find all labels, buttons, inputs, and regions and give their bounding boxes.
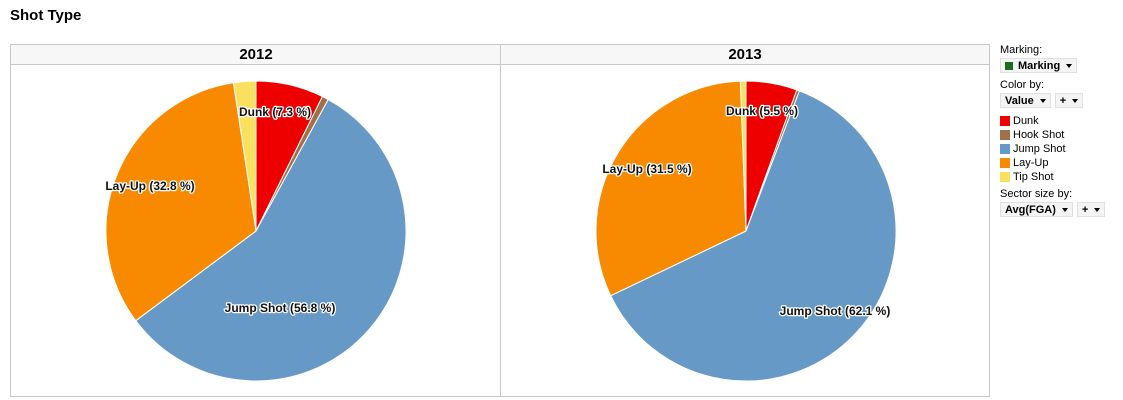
color-legend: Dunk Hook Shot Jump Shot Lay-Up Tip Shot [1000, 114, 1118, 184]
sector-size-value: Avg(FGA) [1005, 203, 1056, 216]
slice-label-2013-jump-shot: Jump Shot (62.1 %) [780, 304, 891, 318]
pie-slice-2012-lay-up[interactable] [105, 82, 257, 322]
color-by-value: Value [1005, 94, 1034, 107]
legend-item-tip-shot[interactable]: Tip Shot [1000, 170, 1118, 184]
color-by-add-dropdown[interactable]: + [1054, 93, 1084, 108]
slice-label-2013-dunk: Dunk (5.5 %) [726, 104, 798, 118]
legend-label: Lay-Up [1013, 157, 1049, 169]
slice-label-2012-lay-up: Lay-Up (32.8 %) [105, 179, 194, 193]
pie-charts[interactable]: Dunk (7.3 %) Jump Shot (56.8 %) Lay-Up (32… [11, 45, 989, 396]
legend-item-lay-up[interactable]: Lay-Up [1000, 156, 1118, 170]
color-by-dropdown[interactable]: Value [1000, 93, 1051, 108]
chevron-down-icon [1039, 98, 1046, 103]
marking-label: Marking: [1000, 44, 1043, 56]
chevron-down-icon [1094, 207, 1101, 212]
slice-label-2012-dunk: Dunk (7.3 %) [239, 105, 311, 119]
legend-item-dunk[interactable]: Dunk [1000, 114, 1118, 128]
sector-size-dropdown[interactable]: Avg(FGA) [1000, 202, 1073, 217]
trellis-plot-area[interactable]: 2012 2013 Dunk (7.3 %) Jump Shot (56.8 %)… [10, 44, 990, 397]
pie-slice-2012-tip-shot[interactable] [232, 80, 257, 232]
plus-icon: + [1059, 94, 1067, 107]
chevron-down-icon [1066, 63, 1073, 68]
legend-label: Tip Shot [1013, 171, 1054, 183]
sector-size-add-dropdown[interactable]: + [1076, 202, 1106, 217]
legend-swatch [1000, 116, 1010, 126]
legend-swatch [1000, 144, 1010, 154]
legend-label: Hook Shot [1013, 129, 1065, 141]
marking-dropdown-value: Marking [1018, 59, 1061, 72]
pie-slice-2013-lay-up[interactable] [595, 80, 747, 297]
plus-icon: + [1081, 203, 1089, 216]
slice-label-2013-lay-up: Lay-Up (31.5 %) [602, 162, 691, 176]
pie-slice-2012-jump-shot[interactable] [135, 98, 407, 382]
legend-swatch [1000, 130, 1010, 140]
page-title: Shot Type [10, 7, 82, 24]
sector-size-label: Sector size by: [1000, 188, 1073, 200]
pie-slice-2013-tip-shot[interactable] [739, 80, 747, 232]
legend-swatch [1000, 158, 1010, 168]
marking-dropdown[interactable]: Marking [1000, 58, 1078, 73]
panel-header-2013: 2013 [501, 45, 989, 65]
chevron-down-icon [1072, 98, 1079, 103]
panel-header-2012: 2012 [11, 45, 501, 65]
color-by-label: Color by: [1000, 79, 1045, 91]
legend-item-jump-shot[interactable]: Jump Shot [1000, 142, 1118, 156]
panel-divider [500, 45, 501, 396]
legend-label: Jump Shot [1013, 143, 1066, 155]
legend-swatch [1000, 172, 1010, 182]
marking-color-swatch [1005, 61, 1013, 70]
legend-label: Dunk [1013, 115, 1039, 127]
legend-item-hook-shot[interactable]: Hook Shot [1000, 128, 1118, 142]
legend-panel: Marking: Marking Color by: Value + Dunk H… [1000, 44, 1118, 217]
chevron-down-icon [1061, 207, 1068, 212]
slice-label-2012-jump-shot: Jump Shot (56.8 %) [225, 301, 336, 315]
pie-slice-2013-jump-shot[interactable] [610, 90, 897, 382]
